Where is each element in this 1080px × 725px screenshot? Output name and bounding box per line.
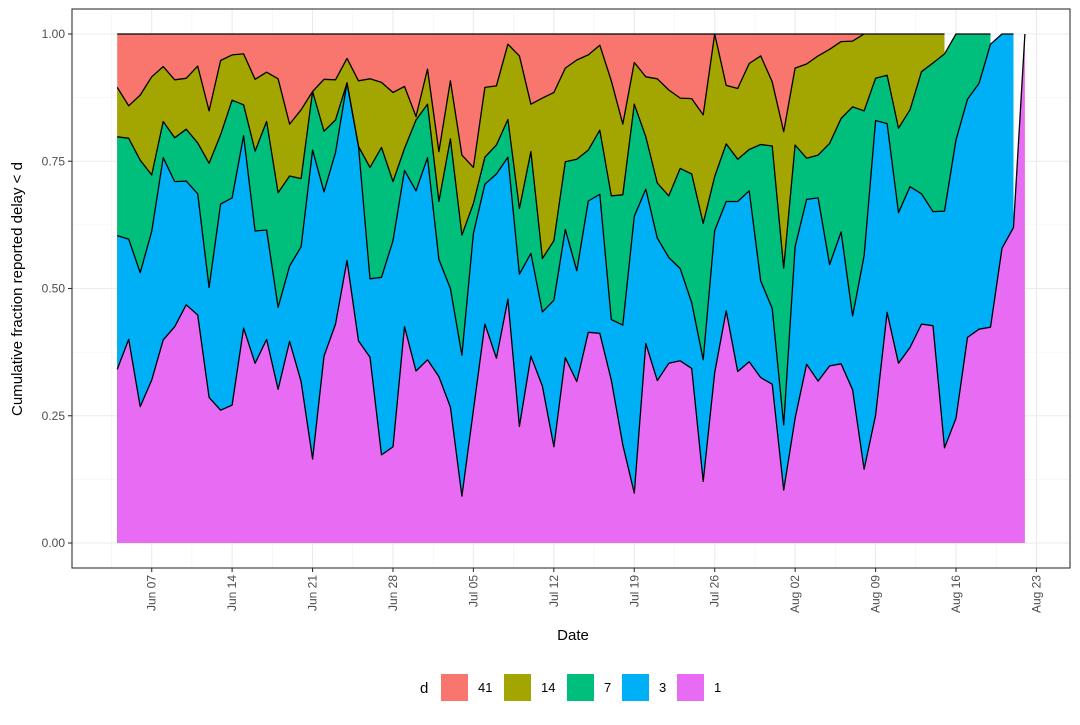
- area-outline-d-14: [116, 33, 945, 169]
- legend: d 41 14 7 3 1: [420, 674, 721, 701]
- y-tick-label: 0.75: [42, 154, 66, 168]
- x-tick-label: Jun 14: [225, 575, 239, 611]
- x-tick-label: Jul 26: [708, 575, 722, 607]
- legend-label: 7: [604, 680, 611, 695]
- legend-label: 14: [541, 680, 555, 695]
- legend-key-3: [622, 674, 649, 701]
- area-outlines: [116, 33, 1026, 497]
- x-tick-label: Jun 28: [386, 575, 400, 611]
- legend-title: d: [420, 680, 428, 697]
- x-tick-label: Jul 05: [466, 575, 480, 607]
- x-axis-title: Date: [557, 627, 589, 644]
- x-tick-label: Aug 16: [949, 575, 963, 613]
- y-tick-label: 0.00: [42, 536, 66, 550]
- x-tick-label: Jul 12: [547, 575, 561, 607]
- legend-label: 41: [478, 680, 492, 695]
- legend-key-41: [441, 674, 468, 701]
- area-layers: [117, 34, 1025, 543]
- x-tick-label: Jul 19: [627, 575, 641, 607]
- area-outline-d-3: [117, 33, 1014, 426]
- x-tick-label: Jun 07: [145, 575, 159, 611]
- legend-label: 3: [659, 680, 666, 695]
- legend-key-7: [567, 674, 594, 701]
- y-tick-label: 0.25: [42, 409, 66, 423]
- x-tick-label: Aug 23: [1029, 575, 1043, 613]
- x-tick-label: Jun 21: [306, 575, 320, 611]
- y-axis-title: Cumulative fraction reported delay < d: [9, 162, 26, 416]
- x-tick-label: Aug 02: [788, 575, 802, 613]
- y-tick-label: 1.00: [42, 27, 66, 41]
- x-tick-label: Aug 09: [869, 575, 883, 613]
- y-tick-label: 0.50: [42, 282, 66, 296]
- y-axis: 0.00 0.25 0.50 0.75 1.00: [42, 27, 72, 550]
- area-d-1: [117, 34, 1025, 543]
- area-outline-d-7: [117, 33, 991, 269]
- legend-key-14: [504, 674, 531, 701]
- legend-label: 1: [714, 680, 721, 695]
- area-outline-d-1: [116, 33, 1026, 497]
- x-axis: Jun 07 Jun 14 Jun 21 Jun 28 Jul 05 Jul 12 Jul …: [145, 568, 1043, 613]
- legend-key-1: [677, 674, 704, 701]
